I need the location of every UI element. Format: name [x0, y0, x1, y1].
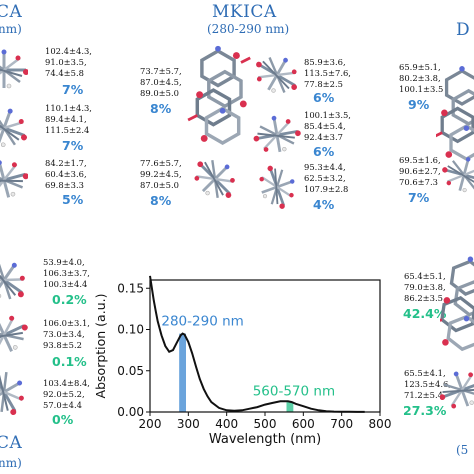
molecule-image [252, 160, 302, 214]
x-tick-label: 600 [292, 417, 315, 431]
molecule-image [440, 362, 474, 416]
x-tick-label: 200 [139, 417, 162, 431]
y-tick-label: 0.05 [117, 364, 144, 378]
conformer-percentage: 7% [62, 82, 84, 97]
molecule-image [0, 48, 28, 90]
right-bottom-subtitle-fragment: (5 [456, 443, 469, 457]
conformer-angles: 110.1±4.3, 89.4±4.1, 111.5±2.4 [45, 103, 92, 135]
conformer-percentage: 7% [62, 138, 84, 153]
y-tick-label: 0.00 [117, 405, 144, 419]
conformer-angles: 95.3±4.4, 62.5±3.2, 107.9±2.8 [304, 162, 349, 194]
molecule-image [0, 305, 28, 364]
conformer-percentage: 27.3% [403, 403, 447, 418]
x-tick-label: 300 [177, 417, 200, 431]
conformer-percentage: 9% [408, 97, 430, 112]
molecule-image [440, 250, 474, 355]
conformer-angles: 103.4±8.4, 92.0±5.2, 57.0±4.4 [43, 378, 90, 410]
conformer-percentage: 8% [150, 193, 172, 208]
x-tick-label: 700 [330, 417, 353, 431]
y-tick-label: 0.15 [117, 281, 144, 295]
conformer-percentage: 5% [62, 192, 84, 207]
conformer-percentage: 0% [52, 412, 74, 427]
molecule-image [0, 250, 28, 310]
x-axis-label: Wavelength (nm) [209, 432, 321, 447]
left-bottom-title-fragment: CA [0, 433, 23, 453]
chart-ticks: 200 300 400 500 600 700 800 0.00 0.05 0.10 0.15 [117, 281, 391, 431]
molecule-image [252, 110, 302, 158]
center-subtitle: (280-290 nm) [207, 22, 290, 36]
right-top-title-fragment: D [456, 20, 471, 40]
conformer-angles: 100.1±3.5, 85.4±5.4, 92.4±3.7 [304, 110, 351, 142]
chart-annotation-labels: 280-290 nm 560-570 nm [161, 314, 335, 400]
conformer-angles: 85.9±3.6, 113.5±7.6, 77.8±2.5 [304, 57, 351, 89]
conformer-angles: 77.6±5.7, 99.2±4.5, 87.0±5.0 [140, 158, 182, 190]
annotation-label: 560-570 nm [253, 384, 335, 400]
conformer-percentage: 6% [313, 144, 335, 159]
annotation-band [179, 333, 186, 412]
absorption-chart: 200 300 400 500 600 700 800 0.00 0.05 0.10 0.15 28… [93, 275, 391, 447]
x-tick-label: 800 [369, 417, 392, 431]
conformer-angles: 84.2±1.7, 60.4±3.6, 69.8±3.3 [45, 158, 87, 190]
conformer-angles: 65.5±4.1, 123.5±4.6, 71.2±5.4 [404, 368, 451, 400]
conformer-percentage: 7% [408, 190, 430, 205]
conformer-angles: 73.7±5.7, 87.0±4.5, 89.0±5.0 [140, 66, 182, 98]
conformer-angles: 53.9±4.0, 106.3±3.7, 100.3±4.4 [43, 257, 90, 289]
absorption-spectrum-line [149, 275, 365, 413]
conformer-percentage: 4% [313, 197, 335, 212]
conformer-percentage: 8% [150, 101, 172, 116]
conformer-angles: 65.4±5.1, 79.0±3.8, 86.2±3.5 [404, 271, 446, 303]
molecule-image [186, 44, 252, 145]
conformer-angles: 65.9±5.1, 80.2±3.8, 100.1±3.5 [399, 62, 444, 94]
conformer-angles: 69.5±1.6, 90.6±2.7, 70.6±7.3 [399, 155, 441, 187]
conformer-percentage: 6% [313, 90, 335, 105]
molecule-image [0, 362, 28, 422]
left-bottom-subtitle-fragment: nm) [0, 456, 22, 470]
chart-annotation-bands [179, 333, 294, 412]
y-axis-label: Absorption (a.u.) [93, 294, 108, 399]
molecule-image [442, 150, 474, 198]
conformer-angles: 106.0±3.1, 73.0±3.4, 93.8±5.2 [43, 318, 90, 350]
annotation-band [286, 401, 294, 412]
conformer-angles: 102.4±4.3, 91.0±3.5, 74.4±5.8 [45, 46, 92, 78]
molecule-image [252, 48, 302, 102]
molecule-image [0, 152, 28, 206]
conformer-percentage: 42.4% [403, 306, 447, 321]
conformer-percentage: 0.2% [52, 292, 87, 307]
annotation-label: 280-290 nm [161, 314, 243, 330]
molecule-image [190, 150, 240, 208]
center-title: MKICA [212, 2, 277, 22]
y-tick-label: 0.10 [117, 323, 144, 337]
x-tick-label: 400 [215, 417, 238, 431]
left-top-subtitle-fragment: nm) [0, 22, 22, 36]
x-tick-label: 500 [254, 417, 277, 431]
left-top-title-fragment: CA [0, 2, 23, 22]
conformer-percentage: 0.1% [52, 354, 87, 369]
molecule-image [0, 98, 28, 155]
